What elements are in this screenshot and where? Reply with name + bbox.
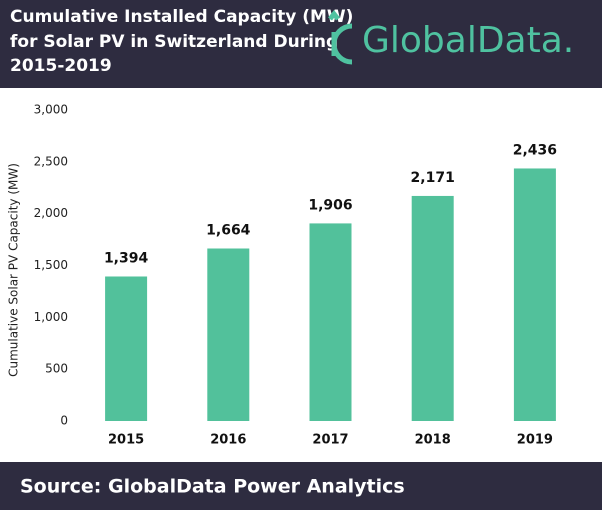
header [0,0,602,88]
logo: GlobalData. [362,20,574,61]
value-label: 1,906 [308,197,352,213]
bar [411,195,454,421]
x-tick-label: 2018 [415,433,451,448]
chart-title: Cumulative Installed Capacity (MW) [10,7,353,27]
y-tick-label: 3,000 [34,103,68,117]
bar [207,248,250,421]
y-tick-label: 500 [45,362,68,376]
bar [513,168,556,421]
value-label: 2,436 [513,142,557,158]
footer [0,462,602,510]
value-label: 2,171 [411,170,455,186]
y-tick-label: 1,500 [34,258,68,272]
x-tick-label: 2017 [312,433,348,448]
chart-title: for Solar PV in Switzerland During [10,32,338,52]
logo-icon [328,9,353,65]
x-tick-label: 2015 [108,433,144,448]
y-tick-label: 2,000 [34,206,68,220]
value-label: 1,664 [206,222,251,238]
value-label: 1,394 [104,250,149,266]
y-tick-label: 0 [60,414,68,428]
y-tick-label: 2,500 [34,154,68,168]
x-tick-label: 2016 [210,433,246,448]
y-tick-label: 1,000 [34,310,68,324]
bar [309,223,352,421]
x-tick-label: 2019 [517,433,553,448]
bar [105,276,148,421]
y-axis-label: Cumulative Solar PV Capacity (MW) [7,163,21,377]
chart-title: 2015-2019 [10,56,112,76]
source: Source: GlobalData Power Analytics [20,476,405,498]
